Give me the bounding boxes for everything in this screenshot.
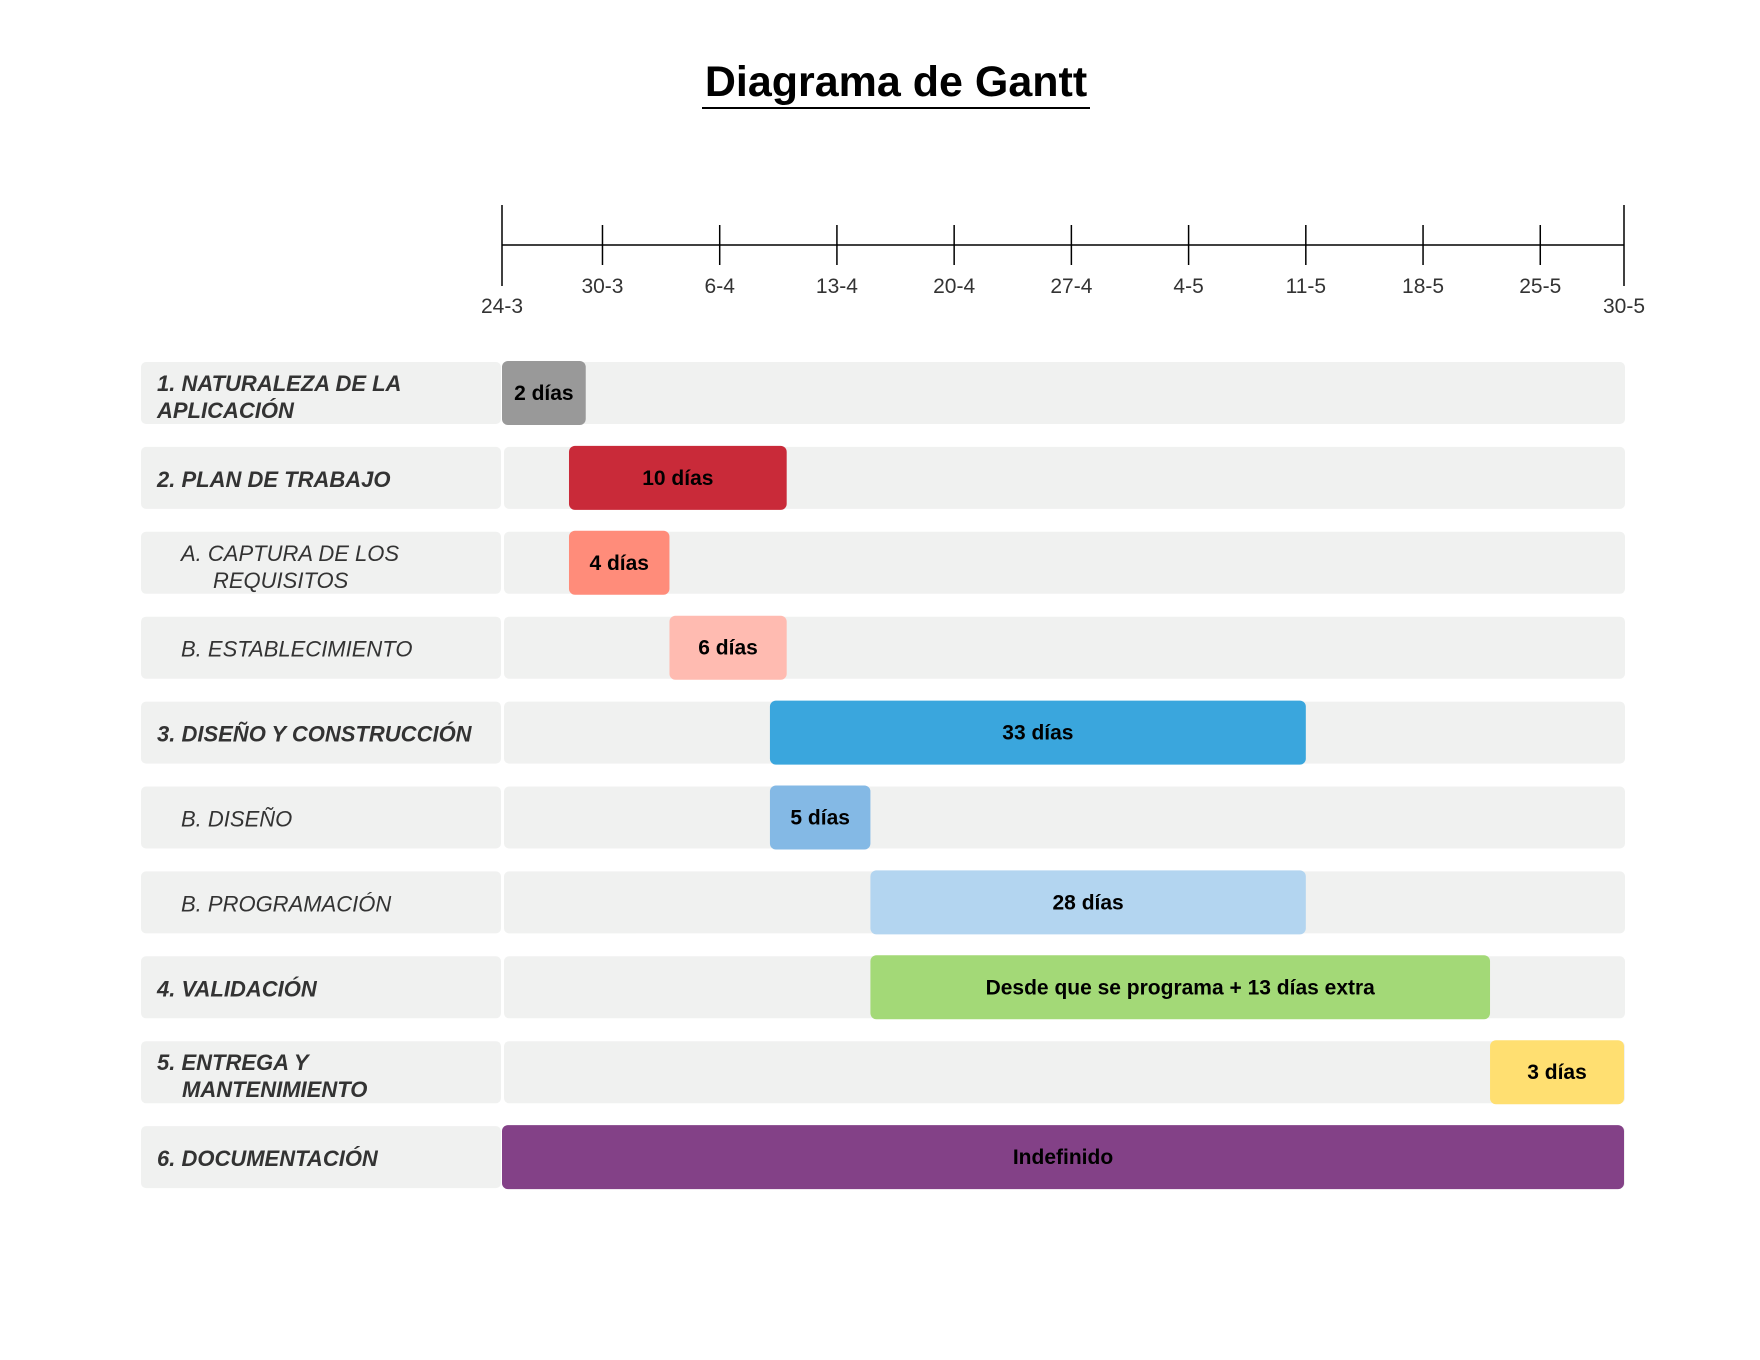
axis-tick-label: 6-4: [705, 275, 736, 298]
axis-tick-label: 25-5: [1519, 275, 1561, 298]
axis-tick-label: 20-4: [933, 275, 975, 298]
task-label-cell: [141, 616, 501, 679]
task-label-cell: [141, 956, 501, 1019]
task-bar: [568, 530, 670, 595]
task-bar-label: 5 días: [790, 807, 850, 830]
task-bar: [870, 955, 1491, 1020]
task-bar-label: 33 días: [1002, 722, 1073, 745]
task-bar: [769, 785, 871, 850]
axis-tick-label: 24-3: [481, 295, 523, 318]
task-bar-label: Desde que se programa + 13 días extra: [986, 976, 1376, 999]
task-label-cell: [141, 446, 501, 509]
task-label-cell: [141, 871, 501, 934]
task-bar-label: 3 días: [1527, 1061, 1587, 1084]
task-bar: [769, 700, 1306, 765]
task-row: B. DISEÑO 5 días: [141, 785, 1625, 850]
task-bar: [1490, 1040, 1624, 1105]
task-bar-label: 4 días: [589, 552, 649, 575]
task-label: 5. ENTREGA Y: [157, 1050, 311, 1075]
task-label-cell: [141, 786, 501, 849]
task-row: 3. DISEÑO Y CONSTRUCCIÓN 33 días: [141, 700, 1625, 765]
task-row: B. PROGRAMACIÓN 28 días: [141, 870, 1625, 935]
axis-tick-label: 11-5: [1286, 275, 1326, 298]
task-label: 3. DISEÑO Y CONSTRUCCIÓN: [157, 722, 473, 747]
task-label-cell: [141, 1041, 501, 1104]
task-bar-label: 10 días: [642, 467, 713, 490]
chart-title: Diagrama de Gantt: [0, 58, 1760, 109]
task-row: 6. DOCUMENTACIÓN Indefinido: [141, 1125, 1625, 1190]
axis-tick-label: 4-5: [1173, 275, 1203, 298]
task-label: B. ESTABLECIMIENTO: [181, 637, 412, 662]
task-bar: [568, 445, 787, 510]
task-row: B. ESTABLECIMIENTO 6 días: [141, 615, 1625, 680]
task-label: 1. NATURALEZA DE LA: [157, 371, 401, 396]
task-label: REQUISITOS: [213, 568, 349, 593]
axis-tick-label: 30-5: [1603, 295, 1645, 318]
task-label: 2. PLAN DE TRABAJO: [156, 467, 390, 492]
task-row: 2. PLAN DE TRABAJO 10 días: [141, 445, 1625, 510]
task-label-cell: [141, 701, 501, 764]
task-bar: [870, 870, 1306, 935]
timeline-axis: 24-3 30-3 6-4 13-4 20-4 27-4 4-5 11-5 18-5 25-5 30…: [481, 205, 1645, 318]
task-label: APLICACIÓN: [156, 398, 295, 423]
task-track: [504, 531, 1625, 594]
task-bar-label: 28 días: [1053, 891, 1124, 914]
task-label: A. CAPTURA DE LOS: [179, 541, 399, 566]
task-label-cell: [141, 1126, 501, 1189]
task-label: MANTENIMIENTO: [182, 1077, 367, 1102]
task-track: [504, 362, 1625, 424]
axis-tick-label: 30-3: [581, 275, 623, 298]
task-track: [504, 786, 1625, 849]
axis-tick-label: 18-5: [1402, 275, 1444, 298]
task-bar: [502, 361, 586, 425]
task-label: 6. DOCUMENTACIÓN: [157, 1146, 379, 1171]
task-label: B. PROGRAMACIÓN: [181, 891, 391, 916]
task-bar-label: 2 días: [514, 382, 574, 405]
task-track: [504, 1041, 1625, 1104]
task-label: 4. VALIDACIÓN: [156, 976, 318, 1001]
task-bar: [502, 1125, 1624, 1190]
task-bar: [669, 615, 787, 680]
axis-tick-label: 13-4: [816, 275, 858, 298]
task-label-cell: [141, 362, 501, 424]
axis-tick-label: 27-4: [1050, 275, 1092, 298]
chart-title-text: Diagrama de Gantt: [701, 58, 1091, 109]
task-label-cell: [141, 531, 501, 594]
task-label: B. DISEÑO: [181, 807, 292, 832]
task-row: 4. VALIDACIÓN Desde que se programa + 13 …: [141, 955, 1625, 1020]
task-bar-label: Indefinido: [1013, 1146, 1113, 1169]
task-bar-label: 6 días: [698, 637, 758, 660]
